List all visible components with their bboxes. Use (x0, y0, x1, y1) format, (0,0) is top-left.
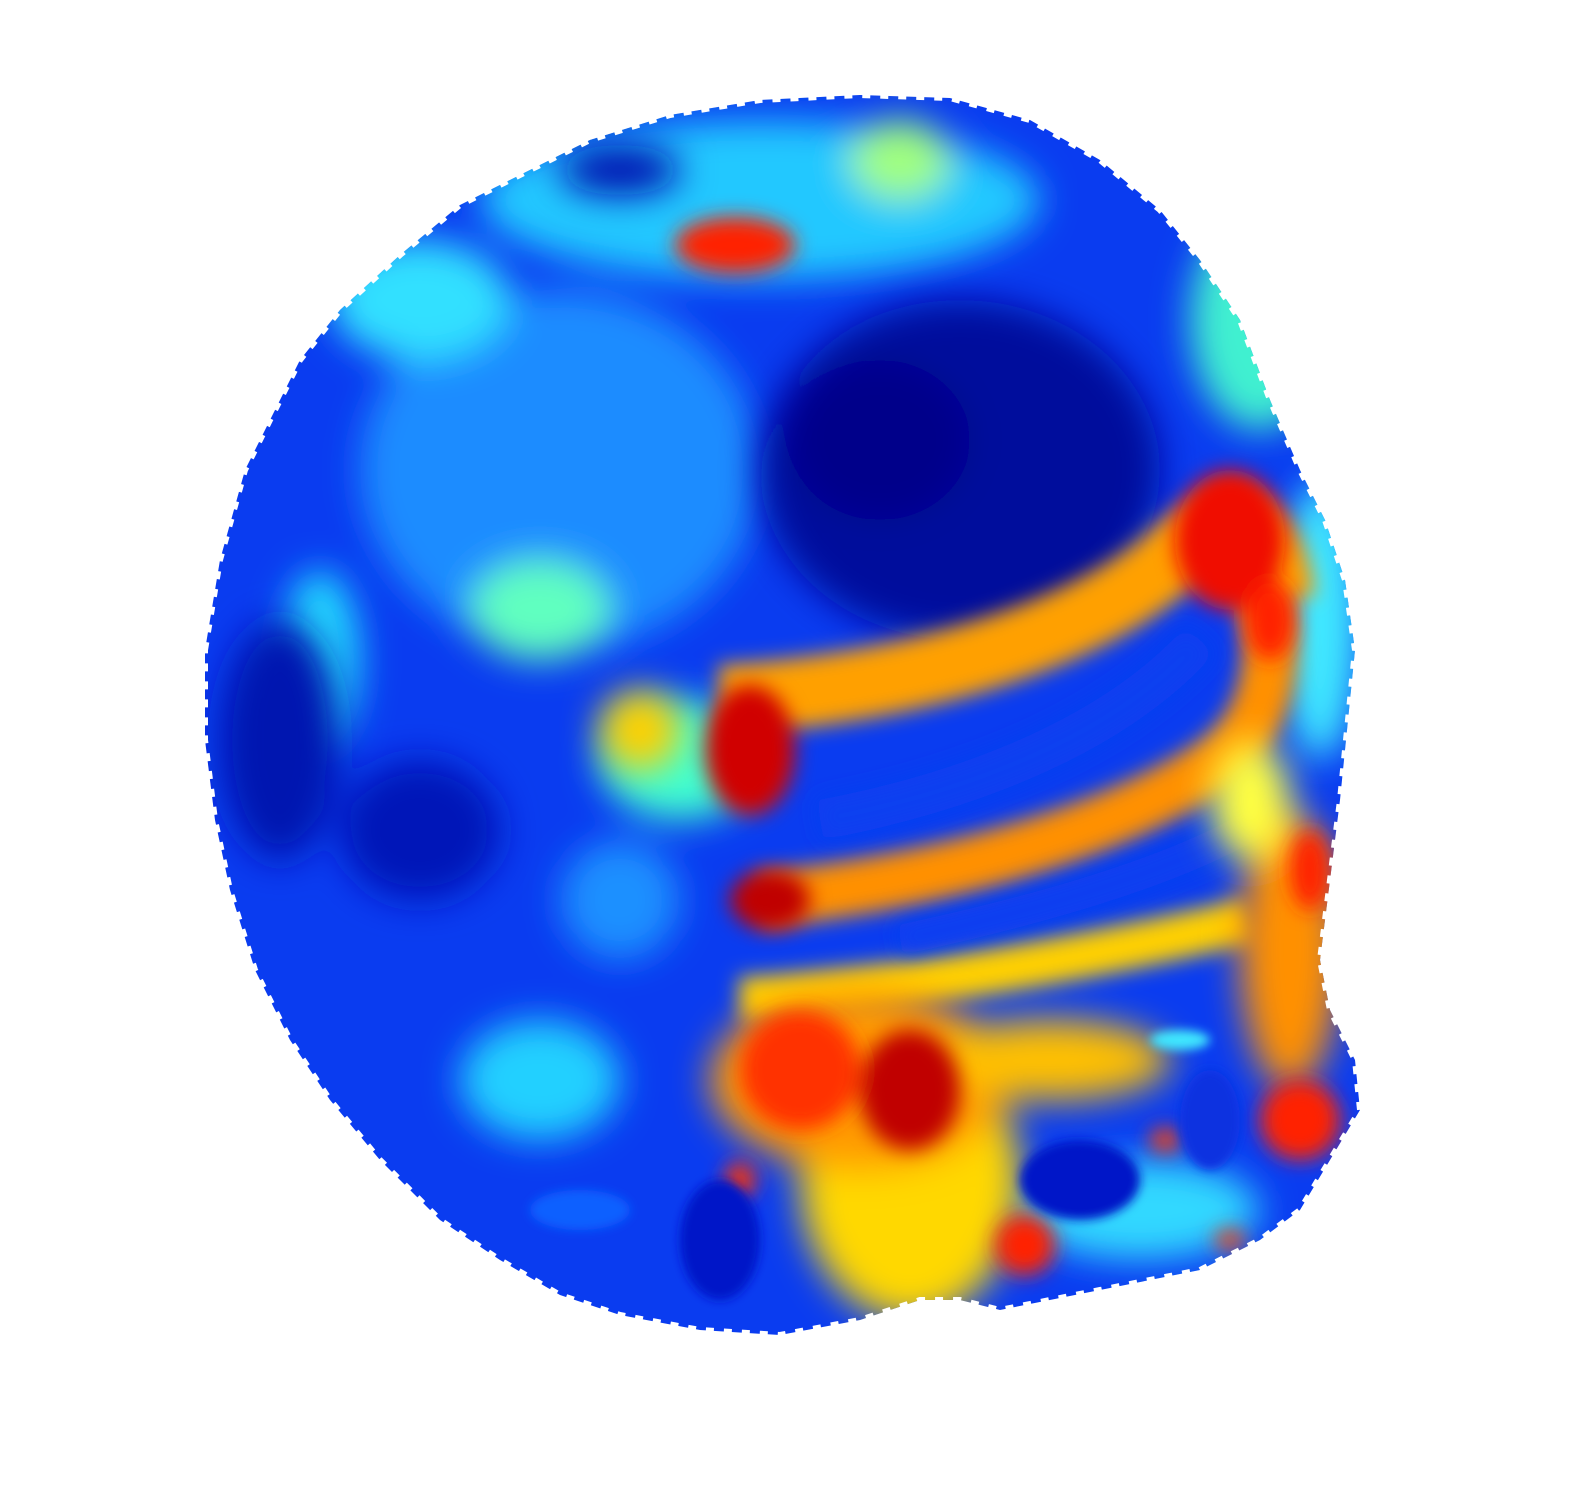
surface-layers (205, 95, 1360, 1335)
red-hotspots (675, 217, 1340, 1275)
dark-regions (220, 145, 1160, 900)
texture-streaks (530, 1030, 1240, 1300)
